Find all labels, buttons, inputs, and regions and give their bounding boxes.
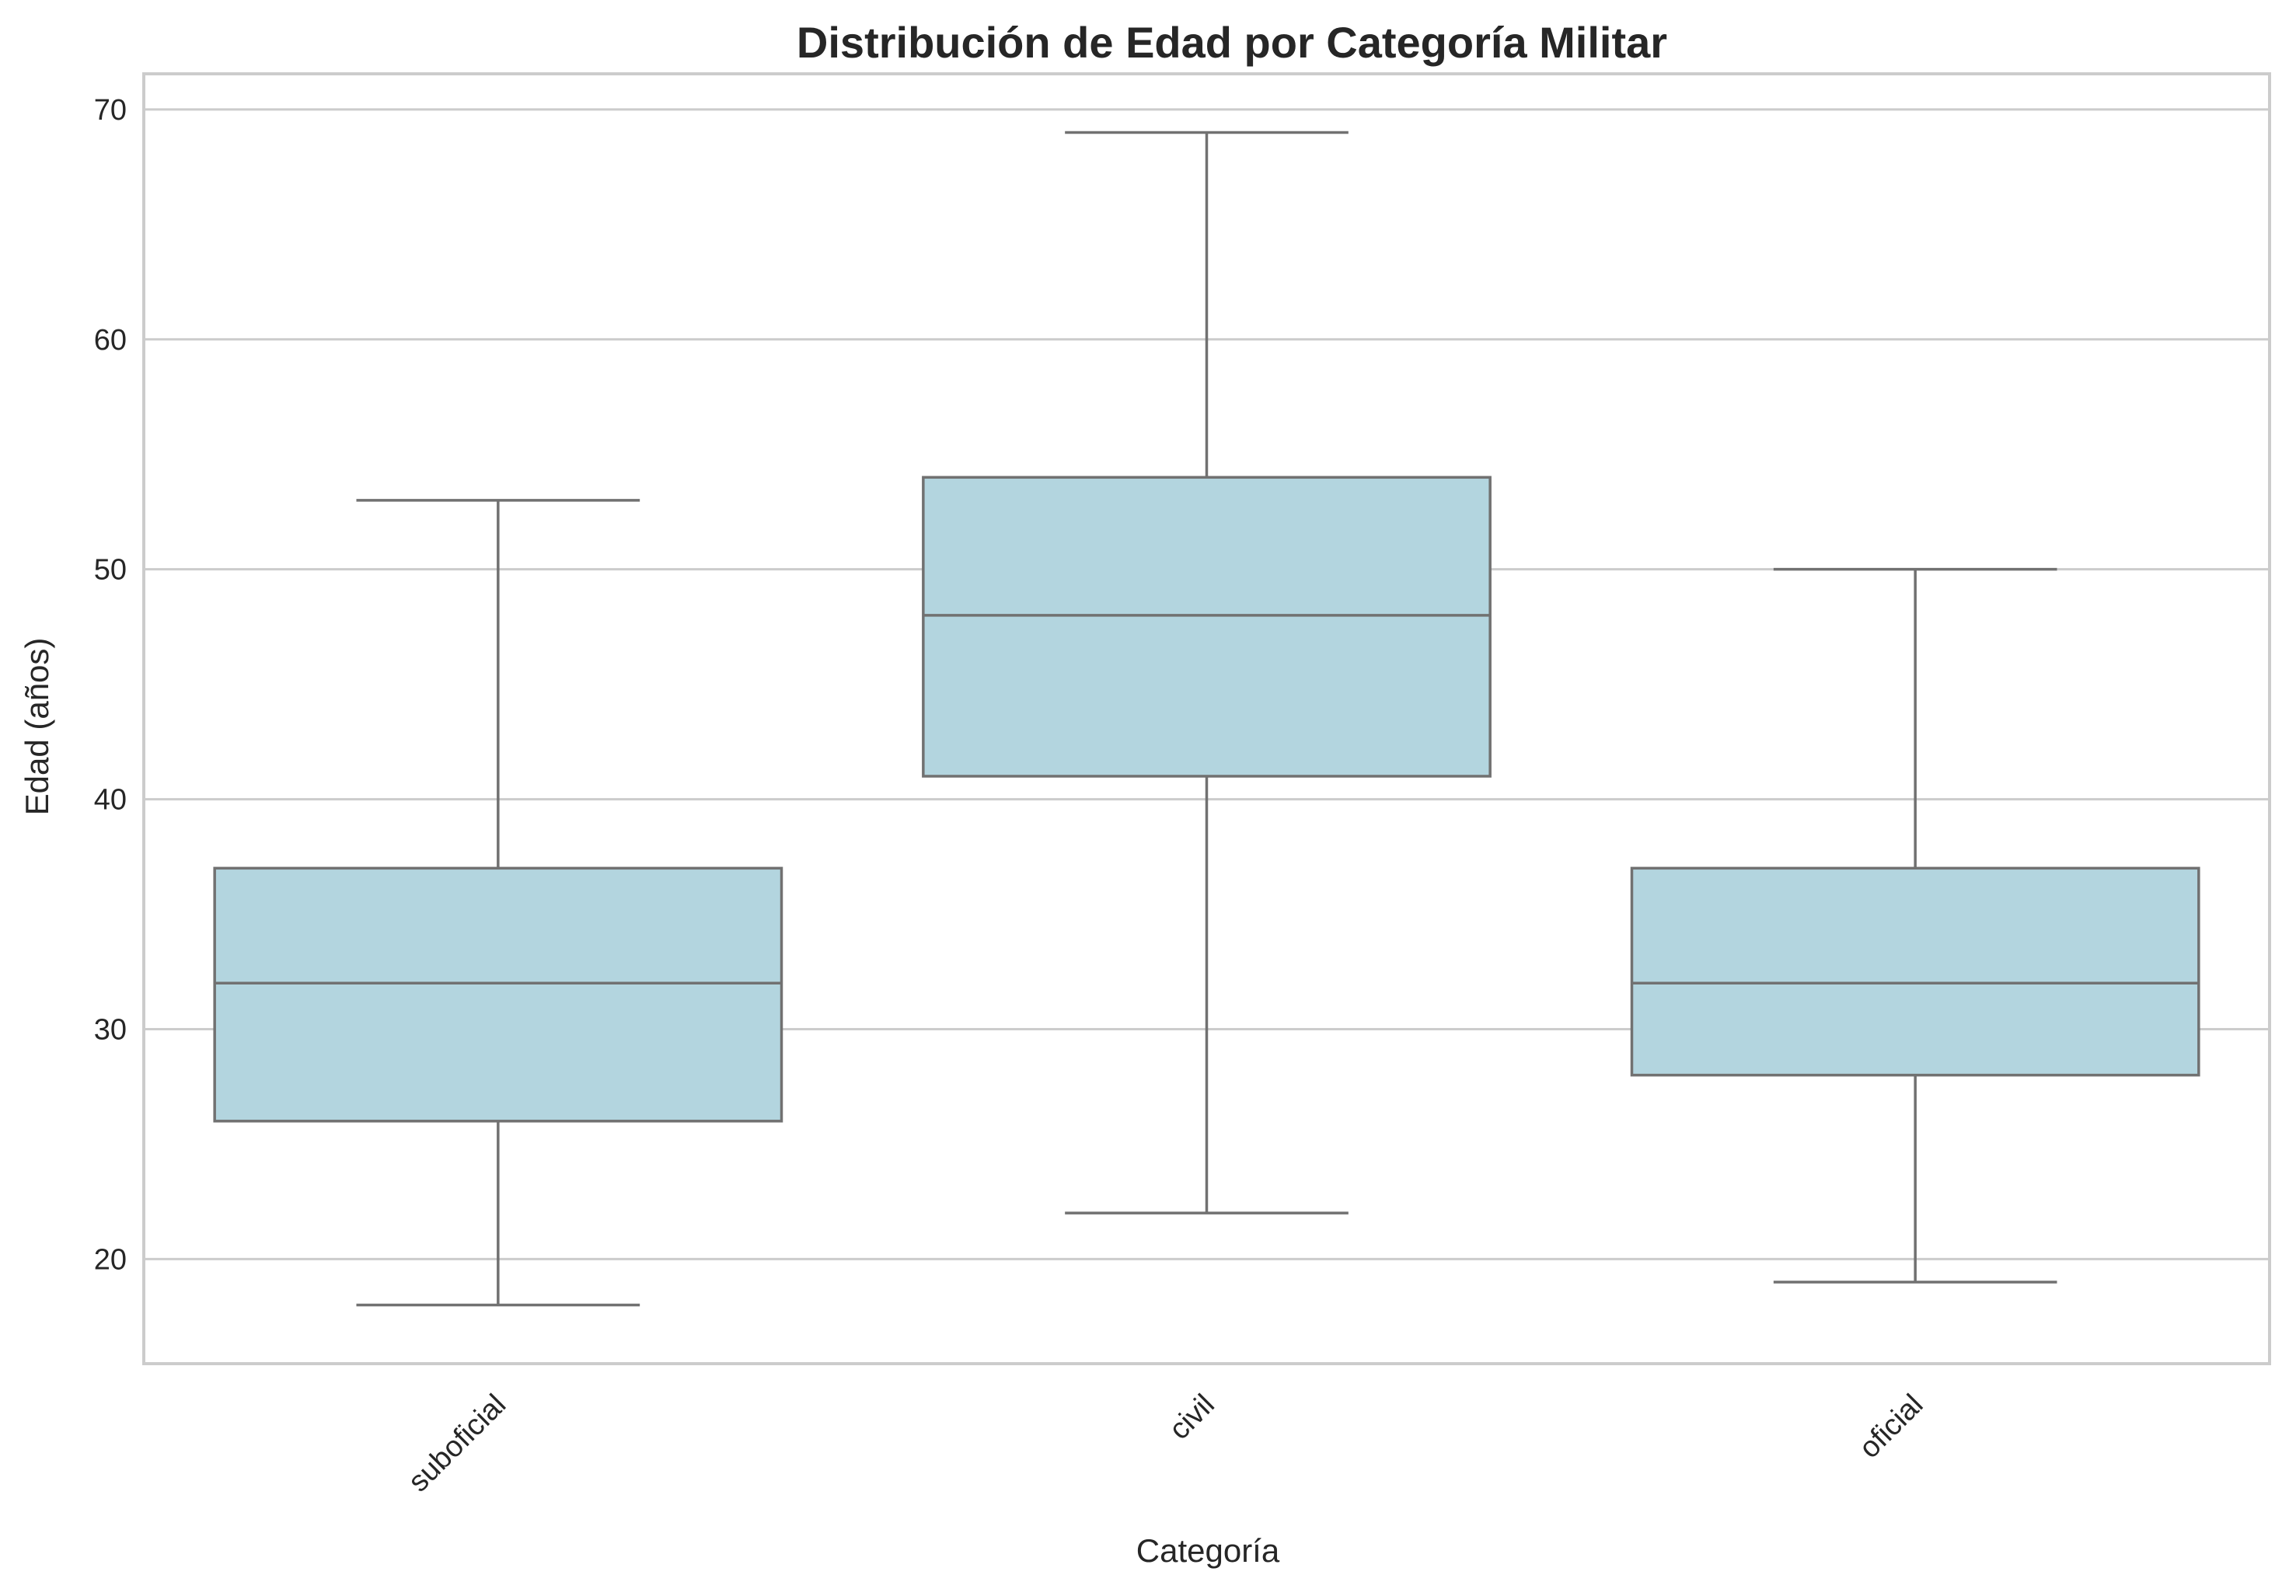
y-tick-label-50: 50 xyxy=(94,554,127,587)
box-oficial xyxy=(1630,567,2200,1284)
iqr-box xyxy=(922,476,1492,778)
x-tick-label-civil: civil xyxy=(1163,1389,1220,1446)
y-tick-label-30: 30 xyxy=(94,1013,127,1046)
iqr-box xyxy=(213,866,783,1123)
y-tick-label-20: 20 xyxy=(94,1243,127,1276)
box-civil xyxy=(922,131,1492,1214)
chart-title: Distribución de Edad por Categoría Milit… xyxy=(797,18,1667,67)
y-axis-label: Edad (años) xyxy=(19,638,55,816)
x-tick-label-oficial: oficial xyxy=(1853,1389,1929,1465)
y-tick-label-40: 40 xyxy=(94,784,127,817)
y-tick-labels: 20 30 40 50 60 70 xyxy=(94,94,127,1277)
x-axis-label: Categoría xyxy=(1136,1532,1280,1569)
x-tick-labels: suboficial civil oficial xyxy=(402,1389,1929,1499)
boxes xyxy=(213,131,2200,1307)
box-suboficial xyxy=(213,499,783,1307)
plot-frame xyxy=(142,72,2271,1365)
y-tick-label-70: 70 xyxy=(94,94,127,127)
iqr-box xyxy=(1630,866,2200,1077)
x-tick-label-suboficial: suboficial xyxy=(402,1389,512,1499)
y-tick-label-60: 60 xyxy=(94,324,127,357)
